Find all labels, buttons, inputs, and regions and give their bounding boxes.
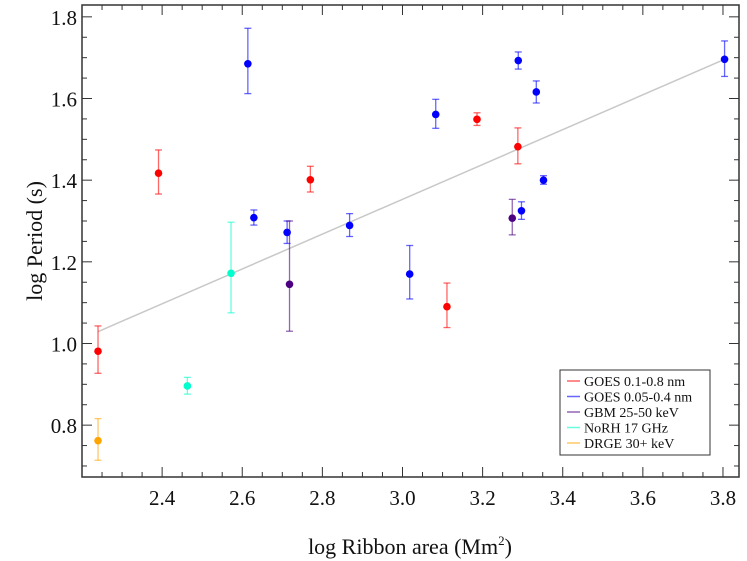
y-tick-label: 1.6 [51, 88, 77, 112]
fit-line [97, 58, 725, 333]
plot-area: 2.4 2.6 2.8 3.0 3.2 3.4 3.6 3.8 0.8 1.0 1.2 1.4 1.6 1… [51, 4, 740, 510]
series-4 [94, 417, 102, 461]
x-tick-label: 3.0 [389, 486, 415, 510]
data-point [514, 56, 523, 65]
data-point [154, 169, 163, 178]
series-1 [244, 27, 729, 300]
data-point [517, 206, 526, 215]
x-tick-label: 2.4 [149, 486, 176, 510]
x-tick-label: 3.8 [710, 486, 736, 510]
x-tick-label: 2.6 [229, 486, 255, 510]
series-3 [183, 221, 235, 395]
series-2 [285, 198, 517, 332]
x-axis-label: log Ribbon area (Mm2) [308, 533, 512, 559]
legend-box [559, 369, 711, 456]
legend-label: DRGE 30+ keV [584, 437, 674, 452]
data-point [720, 55, 729, 64]
data-point [539, 176, 548, 184]
series-0 [94, 112, 522, 374]
data-point [244, 59, 252, 68]
data-point [227, 269, 235, 278]
x-tick-label: 2.8 [309, 486, 335, 510]
data-point [183, 382, 192, 390]
data-point [94, 436, 102, 445]
data-point [250, 213, 258, 222]
y-tick-label: 1.4 [51, 169, 78, 193]
data-point [285, 280, 294, 289]
data-point [443, 302, 451, 311]
legend-label: GBM 25-50 keV [584, 406, 679, 421]
x-tick-label: 3.4 [550, 486, 577, 510]
data-point [532, 88, 541, 96]
y-tick-label: 1.2 [51, 251, 77, 275]
y-axis-label: log Period (s) [22, 181, 47, 301]
data-point [306, 175, 315, 184]
data-point [473, 115, 481, 124]
data-point [94, 347, 102, 356]
legend-label: GOES 0.1-0.8 nm [584, 375, 685, 390]
y-tick-label: 1.0 [51, 332, 77, 356]
data-point [405, 270, 414, 278]
x-tick-label: 3.6 [630, 486, 656, 510]
data-point [431, 110, 440, 119]
data-point [508, 214, 517, 222]
data-point [514, 142, 522, 151]
data-point [345, 221, 354, 230]
legend-label: NoRH 17 GHz [584, 422, 668, 437]
x-tick-label: 3.2 [469, 486, 495, 510]
y-tick-label: 1.8 [51, 6, 77, 30]
legend-label: GOES 0.05-0.4 nm [584, 391, 692, 406]
y-tick-label: 0.8 [51, 414, 77, 438]
